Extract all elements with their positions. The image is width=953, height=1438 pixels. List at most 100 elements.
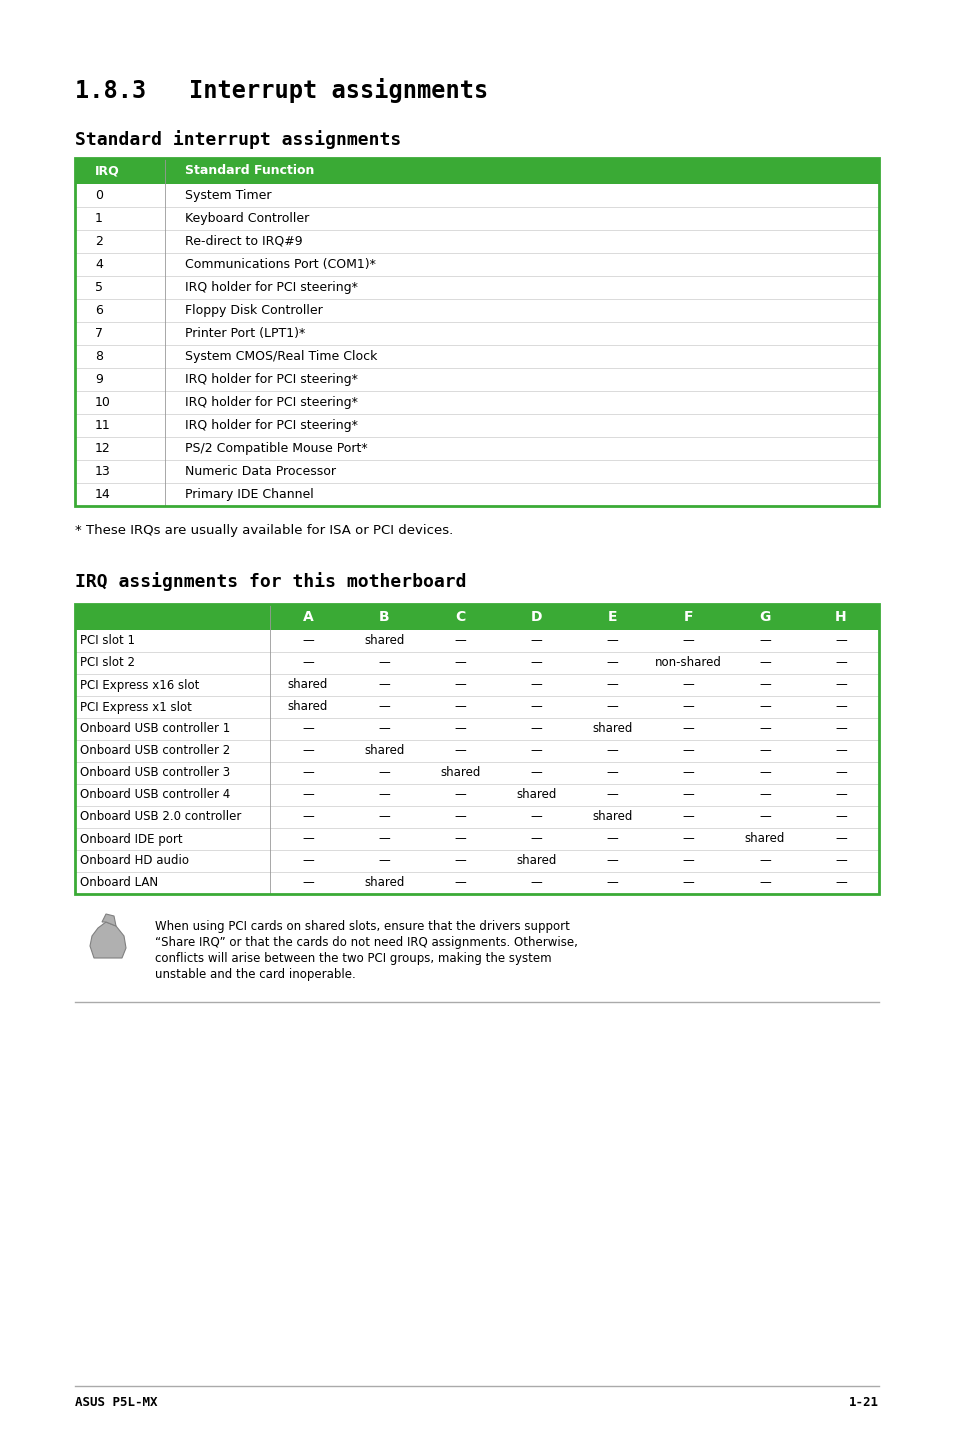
Text: —: —: [530, 833, 541, 846]
Text: —: —: [454, 833, 466, 846]
Text: —: —: [606, 657, 618, 670]
Text: —: —: [834, 634, 846, 647]
Text: Printer Port (LPT1)*: Printer Port (LPT1)*: [185, 326, 305, 339]
Text: unstable and the card inoperable.: unstable and the card inoperable.: [154, 968, 355, 981]
Bar: [75, 184, 878, 207]
Text: shared: shared: [516, 854, 556, 867]
Text: A: A: [302, 610, 314, 624]
Text: —: —: [834, 811, 846, 824]
Text: “Share IRQ” or that the cards do not need IRQ assignments. Otherwise,: “Share IRQ” or that the cards do not nee…: [154, 936, 578, 949]
Text: shared: shared: [288, 679, 328, 692]
Text: Onboard LAN: Onboard LAN: [80, 877, 158, 890]
Bar: [75, 345, 878, 368]
Text: PCI slot 1: PCI slot 1: [80, 634, 135, 647]
Text: —: —: [834, 722, 846, 735]
Bar: [75, 368, 878, 391]
Text: B: B: [378, 610, 389, 624]
Text: —: —: [530, 745, 541, 758]
Bar: [75, 253, 878, 276]
Text: —: —: [454, 679, 466, 692]
Text: —: —: [530, 700, 541, 713]
Text: C: C: [455, 610, 465, 624]
Text: —: —: [606, 854, 618, 867]
Text: Keyboard Controller: Keyboard Controller: [185, 211, 309, 224]
Text: —: —: [682, 811, 694, 824]
Text: —: —: [454, 877, 466, 890]
Bar: [75, 807, 878, 828]
Text: —: —: [302, 722, 314, 735]
Text: —: —: [530, 679, 541, 692]
Text: * These IRQs are usually available for ISA or PCI devices.: * These IRQs are usually available for I…: [75, 523, 453, 536]
Text: ASUS P5L-MX: ASUS P5L-MX: [75, 1396, 157, 1409]
Text: —: —: [606, 700, 618, 713]
Text: —: —: [759, 679, 770, 692]
Text: —: —: [302, 788, 314, 801]
Text: —: —: [682, 679, 694, 692]
Text: —: —: [378, 700, 390, 713]
Text: —: —: [759, 766, 770, 779]
Text: shared: shared: [516, 788, 556, 801]
Bar: [75, 784, 878, 807]
Text: G: G: [759, 610, 770, 624]
Text: —: —: [834, 833, 846, 846]
Text: D: D: [530, 610, 541, 624]
Text: —: —: [302, 833, 314, 846]
Text: —: —: [530, 657, 541, 670]
Text: shared: shared: [592, 722, 632, 735]
Text: —: —: [759, 788, 770, 801]
Text: Re-direct to IRQ#9: Re-direct to IRQ#9: [185, 234, 302, 247]
Text: —: —: [378, 657, 390, 670]
Bar: [75, 828, 878, 850]
Text: —: —: [530, 811, 541, 824]
Text: —: —: [302, 657, 314, 670]
Text: —: —: [759, 700, 770, 713]
Text: —: —: [454, 745, 466, 758]
Bar: [75, 230, 878, 253]
Text: —: —: [834, 766, 846, 779]
Text: —: —: [834, 854, 846, 867]
Bar: [75, 158, 878, 506]
Text: —: —: [378, 722, 390, 735]
Text: Onboard USB controller 2: Onboard USB controller 2: [80, 745, 230, 758]
Bar: [75, 604, 878, 894]
Text: 6: 6: [95, 303, 103, 316]
Text: —: —: [378, 679, 390, 692]
Text: System CMOS/Real Time Clock: System CMOS/Real Time Clock: [185, 349, 377, 362]
Text: 1: 1: [95, 211, 103, 224]
Text: 1.8.3   Interrupt assignments: 1.8.3 Interrupt assignments: [75, 78, 488, 104]
Text: shared: shared: [364, 877, 404, 890]
Text: —: —: [454, 700, 466, 713]
Text: —: —: [834, 745, 846, 758]
Bar: [75, 630, 878, 651]
Text: —: —: [834, 700, 846, 713]
Text: —: —: [302, 811, 314, 824]
Text: —: —: [682, 722, 694, 735]
Bar: [75, 460, 878, 483]
Text: Primary IDE Channel: Primary IDE Channel: [185, 487, 314, 500]
Text: —: —: [454, 854, 466, 867]
Text: Floppy Disk Controller: Floppy Disk Controller: [185, 303, 322, 316]
Text: —: —: [454, 811, 466, 824]
Text: —: —: [378, 854, 390, 867]
Text: 10: 10: [95, 395, 111, 408]
Bar: [75, 414, 878, 437]
Text: IRQ holder for PCI steering*: IRQ holder for PCI steering*: [185, 395, 357, 408]
Text: —: —: [759, 811, 770, 824]
Text: Numeric Data Processor: Numeric Data Processor: [185, 464, 335, 477]
Text: Onboard IDE port: Onboard IDE port: [80, 833, 182, 846]
Text: IRQ assignments for this motherboard: IRQ assignments for this motherboard: [75, 572, 466, 591]
Text: —: —: [302, 854, 314, 867]
Text: —: —: [682, 766, 694, 779]
Text: —: —: [759, 854, 770, 867]
Text: System Timer: System Timer: [185, 188, 272, 201]
Text: shared: shared: [439, 766, 480, 779]
Text: —: —: [530, 722, 541, 735]
Text: —: —: [606, 877, 618, 890]
Text: 13: 13: [95, 464, 111, 477]
Text: —: —: [454, 657, 466, 670]
Text: 2: 2: [95, 234, 103, 247]
Text: —: —: [682, 700, 694, 713]
Text: —: —: [378, 833, 390, 846]
Text: —: —: [834, 657, 846, 670]
Text: —: —: [530, 766, 541, 779]
